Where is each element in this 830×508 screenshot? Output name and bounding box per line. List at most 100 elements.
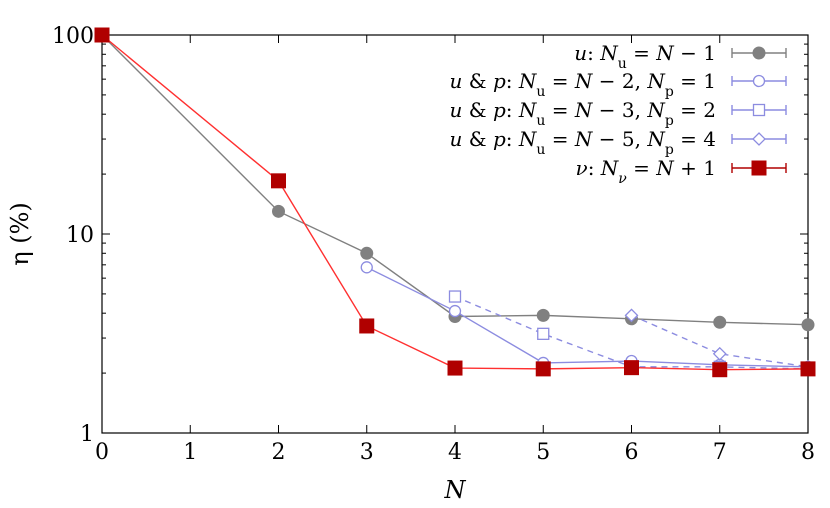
- legend-swatch-marker: [752, 74, 766, 88]
- legend-label-part: p: [493, 98, 506, 122]
- legend-label: u & p: Nu = N − 2, Np = 1: [450, 69, 716, 100]
- legend-label-part: N: [574, 127, 594, 151]
- legend-label-part: =: [545, 98, 574, 122]
- data-point: [624, 308, 639, 323]
- data-point: [272, 204, 285, 218]
- legend-label-part: :: [506, 98, 519, 122]
- data-point: [448, 304, 462, 318]
- data-point: [360, 246, 374, 260]
- data-point: [94, 27, 110, 43]
- legend-label-part: p: [493, 127, 506, 151]
- legend-label-part: N: [646, 127, 666, 151]
- legend-label: ν: Nν = N + 1: [576, 156, 716, 187]
- legend-swatch: [731, 160, 787, 176]
- legend-swatch: [731, 132, 787, 146]
- x-tick-label: 0: [95, 440, 109, 465]
- x-tick-label: 8: [801, 440, 815, 465]
- legend-label-part: N: [574, 69, 594, 93]
- legend-label-part: u: [618, 56, 627, 72]
- data-point: [712, 362, 728, 378]
- legend-label-part: N: [600, 156, 620, 180]
- legend-swatch-marker: [752, 46, 766, 60]
- x-tick-label: 1: [183, 440, 197, 465]
- x-tick-labels: 0 1 2 3 4 5 6 7 8: [95, 440, 815, 465]
- legend-label: u & p: Nu = N − 5, Np = 4: [450, 127, 716, 158]
- legend-swatch: [731, 46, 787, 60]
- data-point: [535, 361, 551, 377]
- legend-label-part: N: [518, 127, 538, 151]
- data-point: [801, 318, 815, 332]
- legend-label-part: u: [536, 142, 545, 158]
- legend-label-part: &: [462, 69, 493, 93]
- legend-label-part: = 4: [674, 127, 716, 151]
- y-tick-label: 10: [66, 223, 94, 248]
- series-line: [631, 314, 809, 368]
- legend-label-part: =: [627, 156, 656, 180]
- legend-swatch: [731, 74, 787, 88]
- x-tick-label: 4: [448, 440, 462, 465]
- legend-label-part: = 1: [674, 69, 716, 93]
- legend-label-part: N: [518, 69, 538, 93]
- x-tick-label: 3: [360, 440, 374, 465]
- legend-label-part: N: [655, 41, 675, 65]
- series-5: [94, 27, 816, 378]
- legend-label-part: u: [574, 41, 587, 65]
- legend-label-part: &: [462, 127, 493, 151]
- legend-label-part: N: [574, 98, 594, 122]
- data-point: [271, 173, 286, 189]
- legend-label-part: ν: [576, 156, 588, 180]
- legend-swatch-marker: [752, 103, 766, 117]
- legend-label-part: u: [536, 113, 545, 129]
- legend-label-part: − 3,: [592, 98, 647, 122]
- x-tick-label: 5: [536, 440, 550, 465]
- legend: u: Nu = N − 1u & p: Nu = N − 2, Np = 1u …: [450, 41, 787, 187]
- series-line: [101, 34, 809, 371]
- data-point: [447, 360, 463, 376]
- legend-swatch-marker: [752, 132, 766, 146]
- x-tick-label: 7: [713, 440, 727, 465]
- legend-label-part: u: [450, 127, 463, 151]
- data-point: [536, 308, 550, 322]
- series-line: [366, 266, 809, 368]
- legend-label-part: = 2: [674, 98, 716, 122]
- legend-label-part: − 5,: [592, 127, 647, 151]
- legend-label-part: N: [646, 69, 666, 93]
- legend-swatch-marker: [751, 160, 767, 176]
- data-point: [624, 360, 639, 376]
- legend-label-part: N: [655, 156, 675, 180]
- data-point: [360, 261, 373, 274]
- legend-label-part: =: [545, 127, 574, 151]
- legend-label-part: p: [493, 69, 506, 93]
- legend-label: u: Nu = N − 1: [574, 41, 716, 72]
- legend-label-part: =: [627, 41, 656, 65]
- legend-label-part: N: [599, 41, 619, 65]
- legend-label-part: N: [646, 98, 666, 122]
- y-tick-label: 1: [80, 422, 94, 447]
- y-tick-labels: 1 10 100: [52, 24, 94, 447]
- data-point: [712, 346, 727, 361]
- legend-label-part: p: [665, 113, 674, 129]
- legend-label-part: u: [536, 84, 545, 100]
- legend-label-part: :: [587, 41, 600, 65]
- legend-label-part: p: [665, 84, 674, 100]
- legend-label-part: &: [462, 98, 493, 122]
- legend-label-part: + 1: [674, 156, 716, 180]
- data-point: [537, 327, 550, 340]
- legend-label-part: :: [588, 156, 601, 180]
- legend-label-part: N: [518, 98, 538, 122]
- legend-label-part: :: [506, 69, 519, 93]
- legend-label-part: u: [450, 69, 463, 93]
- data-point: [359, 318, 375, 334]
- legend-label-part: − 1: [674, 41, 716, 65]
- legend-swatch: [731, 103, 787, 117]
- x-tick-label: 2: [272, 440, 286, 465]
- legend-label-part: u: [450, 98, 463, 122]
- legend-label-part: p: [665, 142, 674, 158]
- legend-label: u & p: Nu = N − 3, Np = 2: [450, 98, 716, 129]
- y-tick-label: 100: [52, 24, 94, 49]
- data-point: [800, 361, 816, 377]
- series-layer: [94, 27, 816, 378]
- data-point: [448, 290, 462, 303]
- legend-label-part: :: [506, 127, 519, 151]
